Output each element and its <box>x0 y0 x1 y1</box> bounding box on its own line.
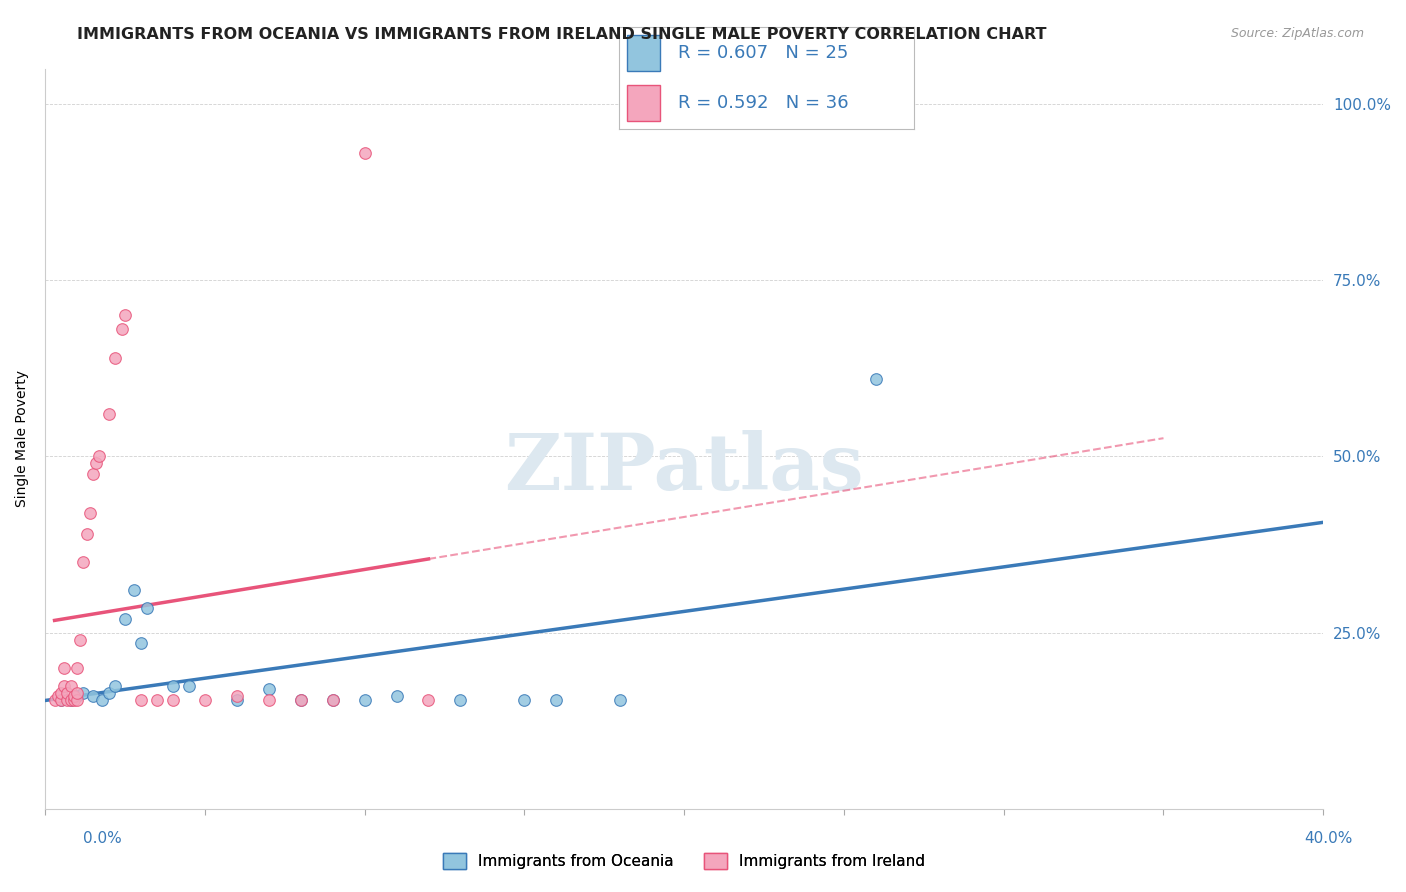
Point <box>290 692 312 706</box>
Point <box>82 467 104 481</box>
Point <box>353 146 375 161</box>
Text: 40.0%: 40.0% <box>1305 831 1353 846</box>
Text: R = 0.607   N = 25: R = 0.607 N = 25 <box>678 44 848 62</box>
Point <box>124 583 146 598</box>
Point <box>72 555 94 569</box>
Point <box>129 636 152 650</box>
Point <box>49 692 72 706</box>
Point <box>322 692 344 706</box>
Point <box>225 689 247 703</box>
Point <box>59 692 82 706</box>
Point <box>69 632 91 647</box>
Point <box>513 692 536 706</box>
Text: ZIPatlas: ZIPatlas <box>505 430 863 507</box>
Point <box>66 661 89 675</box>
Point <box>104 351 127 365</box>
Point <box>353 692 375 706</box>
Point <box>56 686 79 700</box>
Point <box>91 692 114 706</box>
Point <box>53 661 76 675</box>
Point <box>865 372 887 386</box>
Point <box>46 689 69 703</box>
Point <box>290 692 312 706</box>
Point <box>53 679 76 693</box>
Point <box>129 692 152 706</box>
Point <box>111 322 134 336</box>
Point <box>322 692 344 706</box>
Point <box>104 679 127 693</box>
Point <box>72 686 94 700</box>
Point <box>49 692 72 706</box>
Legend: Immigrants from Oceania, Immigrants from Ireland: Immigrants from Oceania, Immigrants from… <box>437 847 931 875</box>
Point <box>66 686 89 700</box>
Point <box>79 506 101 520</box>
Y-axis label: Single Male Poverty: Single Male Poverty <box>15 370 30 508</box>
Point <box>114 611 136 625</box>
Point <box>385 689 408 703</box>
Point <box>62 692 84 706</box>
Point <box>59 692 82 706</box>
Point <box>449 692 471 706</box>
Point <box>418 692 440 706</box>
Point <box>76 527 98 541</box>
Point <box>82 689 104 703</box>
Point <box>59 679 82 693</box>
Point <box>84 457 107 471</box>
Point <box>257 692 280 706</box>
Point <box>225 692 247 706</box>
FancyBboxPatch shape <box>627 86 659 121</box>
Point <box>66 689 89 703</box>
Point <box>194 692 217 706</box>
Text: Source: ZipAtlas.com: Source: ZipAtlas.com <box>1230 27 1364 40</box>
Point <box>114 309 136 323</box>
Point <box>609 692 631 706</box>
Point <box>49 686 72 700</box>
Point <box>162 679 184 693</box>
Point <box>97 686 120 700</box>
Text: IMMIGRANTS FROM OCEANIA VS IMMIGRANTS FROM IRELAND SINGLE MALE POVERTY CORRELATI: IMMIGRANTS FROM OCEANIA VS IMMIGRANTS FR… <box>77 27 1047 42</box>
Point <box>56 692 79 706</box>
Point <box>97 407 120 421</box>
FancyBboxPatch shape <box>627 35 659 70</box>
Point <box>62 689 84 703</box>
Point <box>66 692 89 706</box>
Text: R = 0.592   N = 36: R = 0.592 N = 36 <box>678 95 848 112</box>
Point <box>257 682 280 697</box>
Point <box>136 601 159 615</box>
Point <box>89 450 111 464</box>
Text: 0.0%: 0.0% <box>83 831 122 846</box>
Point <box>146 692 169 706</box>
Point <box>44 692 66 706</box>
Point <box>177 679 200 693</box>
Point <box>162 692 184 706</box>
Point <box>546 692 568 706</box>
